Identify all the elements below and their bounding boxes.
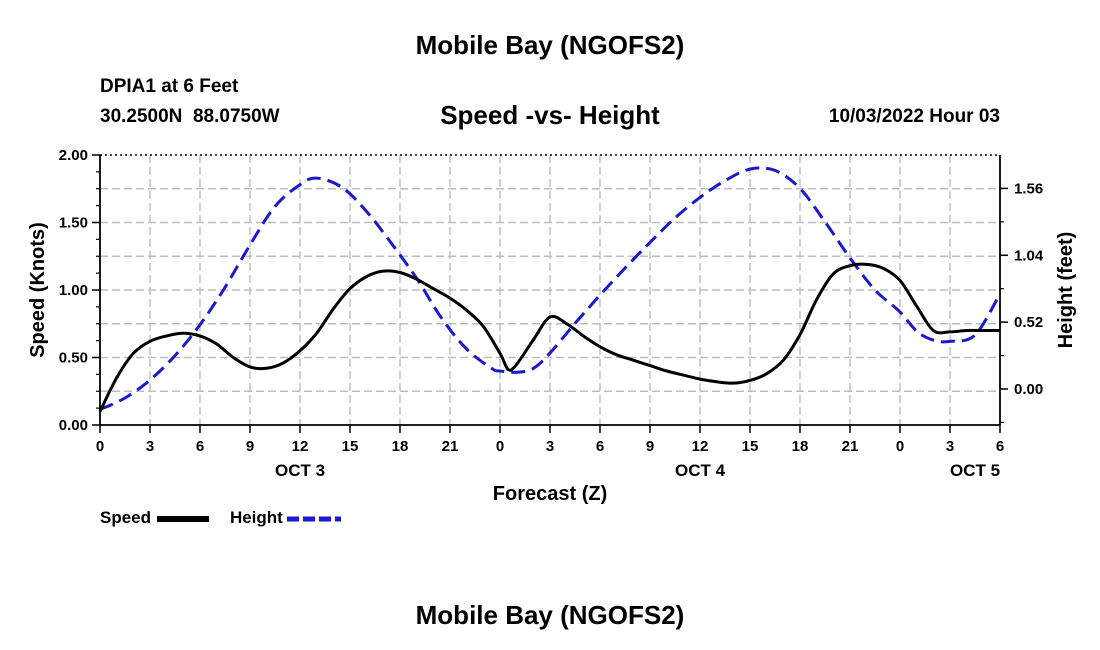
y-tick-label: 1.50 — [59, 215, 88, 232]
grid-lines — [100, 155, 1000, 425]
y-tick-label: 2.00 — [59, 147, 88, 164]
legend-height-swatch — [287, 516, 342, 522]
x-tick-label: 21 — [842, 438, 859, 455]
y-axis-label: Speed (Knots) — [27, 222, 49, 358]
x-tick-label: 21 — [442, 438, 459, 455]
x-tick-label: 18 — [392, 438, 409, 455]
forecast-date: 10/03/2022 Hour 03 — [828, 106, 1000, 127]
x-axis-label: Forecast (Z) — [493, 483, 607, 505]
legend: Speed Height — [100, 508, 342, 528]
y2-axis-label: Height (feet) — [1055, 232, 1077, 349]
x-tick-label: 6 — [596, 438, 604, 455]
page-title: Mobile Bay (NGOFS2) — [415, 30, 685, 60]
axes — [92, 154, 1008, 433]
legend-speed-swatch — [157, 515, 210, 522]
y2-tick-label: 0.52 — [1014, 314, 1043, 331]
x-tick-label: 15 — [342, 438, 359, 455]
x-tick-label: 3 — [946, 438, 954, 455]
legend-height-label: Height — [229, 508, 283, 527]
date-label: OCT 5 — [950, 461, 1000, 480]
speed-series-line — [98, 262, 1000, 413]
y2-tick-label: 1.56 — [1014, 180, 1043, 197]
date-label: OCT 3 — [275, 461, 325, 480]
x-tick-label: 6 — [196, 438, 204, 455]
height-series-line — [99, 166, 1002, 411]
x-tick-label: 0 — [896, 438, 904, 455]
footer-title: Mobile Bay (NGOFS2) — [415, 600, 685, 630]
x-tick-label: 12 — [292, 438, 309, 455]
date-label: OCT 4 — [675, 461, 726, 480]
legend-speed-label: Speed — [100, 508, 152, 527]
x-tick-label: 3 — [146, 438, 154, 455]
series-lines — [98, 166, 1002, 413]
x-tick-label: 0 — [496, 438, 504, 455]
x-tick-label: 9 — [646, 438, 654, 455]
station-coordinates: 30.2500N 88.0750W — [100, 106, 280, 127]
chart-title: Speed -vs- Height — [440, 100, 660, 130]
x-tick-label: 15 — [742, 438, 759, 455]
tick-labels: 0 3 6 9 12 15 18 21 0 3 6 9 12 15 18 21 0 3 6 0.00 0.50 1.00 1… — [59, 147, 1044, 480]
y2-tick-label: 0.00 — [1014, 381, 1043, 398]
x-tick-label: 9 — [246, 438, 254, 455]
y-tick-label: 0.50 — [59, 350, 88, 367]
y-tick-label: 1.00 — [59, 282, 88, 299]
x-tick-label: 0 — [96, 438, 104, 455]
x-tick-label: 18 — [792, 438, 809, 455]
x-tick-label: 12 — [692, 438, 709, 455]
x-tick-label: 6 — [996, 438, 1004, 455]
station-label: DPIA1 at 6 Feet — [100, 76, 239, 97]
speed-height-chart: 0 3 6 9 12 15 18 21 0 3 6 9 12 15 18 21 0 3 6 0.00 0.50 1.00 1… — [27, 147, 1077, 505]
y-tick-label: 0.00 — [59, 417, 88, 434]
x-tick-label: 3 — [546, 438, 554, 455]
y2-tick-label: 1.04 — [1014, 247, 1044, 264]
